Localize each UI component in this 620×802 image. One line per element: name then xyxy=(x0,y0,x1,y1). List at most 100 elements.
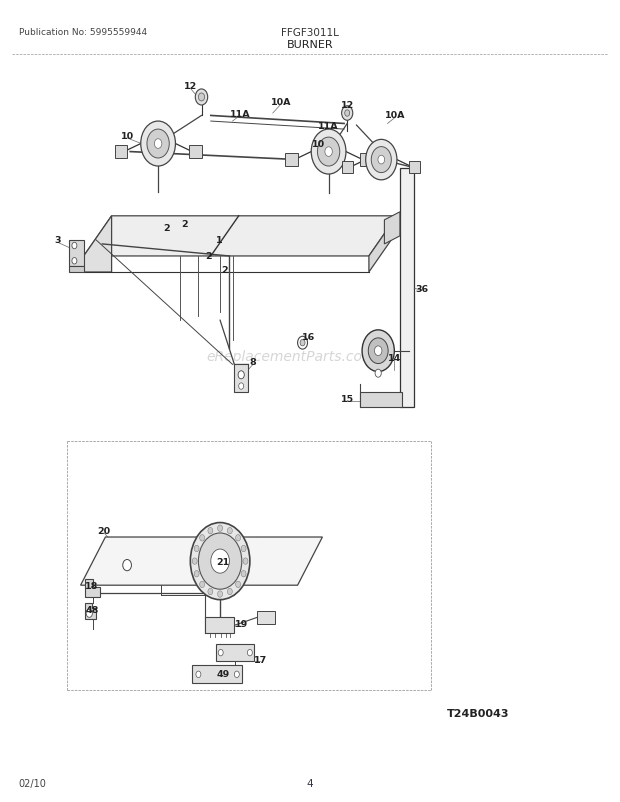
Circle shape xyxy=(218,591,223,597)
Text: 10: 10 xyxy=(120,132,134,141)
Polygon shape xyxy=(84,217,112,273)
Text: 19: 19 xyxy=(235,619,249,629)
Circle shape xyxy=(247,650,252,656)
Circle shape xyxy=(342,107,353,121)
Text: BURNER: BURNER xyxy=(286,40,334,50)
Polygon shape xyxy=(69,241,84,266)
Circle shape xyxy=(72,258,77,265)
Circle shape xyxy=(198,94,205,102)
Circle shape xyxy=(147,130,169,159)
Bar xyxy=(205,618,234,634)
Text: 16: 16 xyxy=(302,332,316,342)
Circle shape xyxy=(375,370,381,378)
Circle shape xyxy=(234,671,239,678)
Circle shape xyxy=(300,340,305,346)
Circle shape xyxy=(200,581,205,588)
Text: 48: 48 xyxy=(85,605,99,614)
Circle shape xyxy=(345,111,350,117)
Circle shape xyxy=(208,589,213,595)
Circle shape xyxy=(298,337,308,350)
Circle shape xyxy=(325,148,332,157)
Bar xyxy=(189,146,202,159)
Bar xyxy=(192,666,242,683)
Text: 14: 14 xyxy=(388,354,401,363)
Text: 12: 12 xyxy=(340,100,354,110)
Text: Publication No: 5995559944: Publication No: 5995559944 xyxy=(19,28,147,37)
Polygon shape xyxy=(84,217,397,257)
Polygon shape xyxy=(400,168,414,407)
Text: eReplacementParts.com: eReplacementParts.com xyxy=(206,350,376,364)
Circle shape xyxy=(194,571,199,577)
Circle shape xyxy=(368,338,388,364)
Bar xyxy=(115,146,127,159)
Circle shape xyxy=(211,549,229,573)
Circle shape xyxy=(141,122,175,167)
Bar xyxy=(285,154,298,167)
Text: 11A: 11A xyxy=(318,121,339,131)
Text: 3: 3 xyxy=(55,236,61,245)
Polygon shape xyxy=(360,393,402,407)
Circle shape xyxy=(218,525,223,532)
Circle shape xyxy=(228,528,232,534)
Text: 8: 8 xyxy=(250,358,256,367)
Text: 18: 18 xyxy=(85,581,99,590)
Text: 36: 36 xyxy=(415,284,428,294)
Bar xyxy=(257,611,275,624)
Circle shape xyxy=(317,138,340,167)
Text: 10A: 10A xyxy=(385,111,406,120)
Circle shape xyxy=(218,650,223,656)
Circle shape xyxy=(123,560,131,571)
Circle shape xyxy=(371,148,391,173)
Text: 2: 2 xyxy=(163,224,169,233)
Polygon shape xyxy=(384,213,400,245)
Text: 10A: 10A xyxy=(270,98,291,107)
Circle shape xyxy=(154,140,162,149)
Text: 4: 4 xyxy=(307,778,313,788)
Circle shape xyxy=(198,533,242,589)
Text: 2: 2 xyxy=(221,265,228,275)
Circle shape xyxy=(192,558,197,565)
Bar xyxy=(234,365,248,393)
Text: 2: 2 xyxy=(206,252,212,261)
Text: 10: 10 xyxy=(312,140,326,149)
Circle shape xyxy=(378,156,384,164)
Circle shape xyxy=(236,581,241,588)
Text: 21: 21 xyxy=(216,557,230,566)
Polygon shape xyxy=(81,537,322,585)
Text: 11A: 11A xyxy=(229,109,250,119)
Circle shape xyxy=(200,535,205,541)
Text: 49: 49 xyxy=(216,669,230,678)
Circle shape xyxy=(208,528,213,534)
Circle shape xyxy=(238,371,244,379)
Bar xyxy=(360,154,372,167)
Circle shape xyxy=(228,589,232,595)
Circle shape xyxy=(311,130,346,175)
Text: 02/10: 02/10 xyxy=(19,778,46,788)
Polygon shape xyxy=(369,217,397,273)
Text: 2: 2 xyxy=(182,220,188,229)
Polygon shape xyxy=(85,603,96,619)
Circle shape xyxy=(243,558,248,565)
Bar xyxy=(216,644,254,662)
Text: 1: 1 xyxy=(216,236,222,245)
Text: 12: 12 xyxy=(184,82,198,91)
Circle shape xyxy=(241,571,246,577)
Text: 15: 15 xyxy=(340,394,354,403)
Polygon shape xyxy=(69,266,84,273)
Circle shape xyxy=(195,90,208,106)
Circle shape xyxy=(362,330,394,372)
Text: 20: 20 xyxy=(97,526,111,536)
Text: T24B0043: T24B0043 xyxy=(446,708,509,718)
Circle shape xyxy=(239,383,244,390)
Polygon shape xyxy=(85,579,100,597)
Circle shape xyxy=(241,545,246,552)
Circle shape xyxy=(366,140,397,180)
Circle shape xyxy=(236,535,241,541)
Bar xyxy=(342,162,353,173)
Circle shape xyxy=(190,523,250,600)
Text: 17: 17 xyxy=(254,654,267,664)
Bar xyxy=(409,162,420,173)
Circle shape xyxy=(196,671,201,678)
Circle shape xyxy=(86,610,92,618)
Text: FFGF3011L: FFGF3011L xyxy=(281,28,339,38)
